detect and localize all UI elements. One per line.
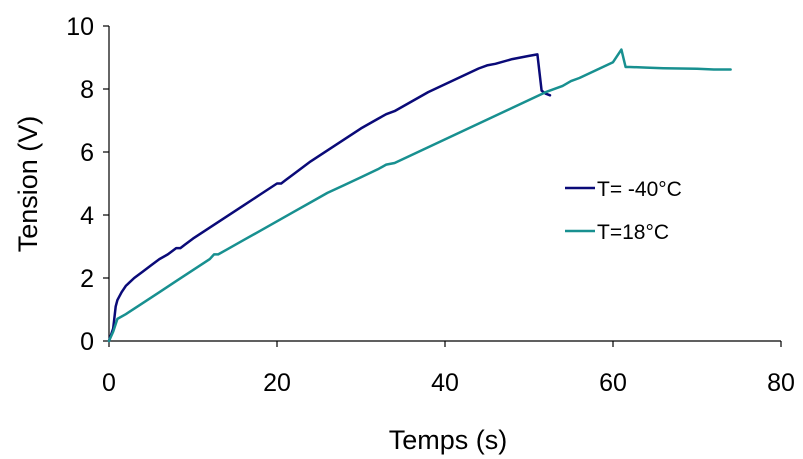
x-tick-label: 80: [767, 369, 795, 397]
y-tick-label: 8: [80, 76, 94, 104]
y-tick-label: 4: [80, 202, 94, 230]
y-tick-label: 0: [80, 328, 94, 356]
y-tick-label: 2: [80, 265, 94, 293]
x-axis-title: Temps (s): [389, 425, 508, 455]
y-axis-title: Tension (V): [13, 116, 43, 253]
y-tick-label: 10: [66, 13, 94, 41]
tick-marks: [103, 25, 782, 347]
y-tick-label: 6: [80, 139, 94, 167]
series-line-1: [107, 53, 552, 343]
x-tick-label: 60: [599, 369, 627, 397]
legend-label: T=18°C: [597, 221, 669, 244]
x-tick-label: 0: [102, 369, 116, 397]
x-tick-label: 20: [263, 369, 291, 397]
x-tick-label: 40: [431, 369, 459, 397]
legend-label: T= -40°C: [597, 178, 682, 201]
series-lines: [107, 48, 732, 343]
tick-labels: 0 2 4 6 8 10 0 20 40 60 80: [66, 13, 795, 397]
series-line-2: [107, 48, 732, 343]
legend: T= -40°C T=18°C: [565, 178, 682, 244]
